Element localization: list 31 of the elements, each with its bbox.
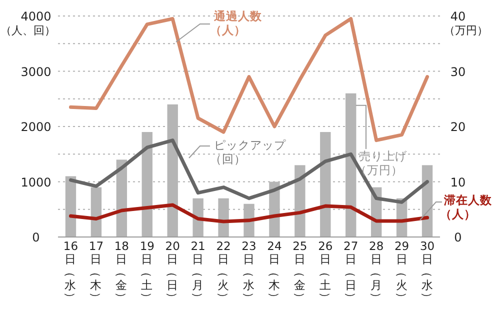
y2-tick-label: 30 xyxy=(450,64,466,79)
x-tick-label: 26日（土） xyxy=(318,239,333,304)
series-label: 売り上げ（万円） xyxy=(355,149,408,177)
y-tick-label: 2000 xyxy=(20,120,52,134)
y2-tick-label: 0 xyxy=(454,230,462,244)
x-tick-label: 16日（水） xyxy=(63,239,78,304)
y-tick-label: 3000 xyxy=(20,64,52,79)
x-tick-label: 23日（水） xyxy=(242,239,256,304)
x-tick-label: 28日（月） xyxy=(369,239,384,304)
y-tick-label: 0 xyxy=(32,230,40,244)
y-tick-label: 4000 xyxy=(20,10,52,24)
x-tick-label: 24日（木） xyxy=(267,239,282,304)
x-tick-label: 25日（金） xyxy=(292,239,308,304)
series-label: ピックアップ（回） xyxy=(210,138,287,166)
y-tick-label: 1000 xyxy=(20,175,52,190)
x-tick-label: 19日（土） xyxy=(140,239,154,304)
y2-tick-label: 20 xyxy=(450,120,466,134)
x-tick-label: 22日（火） xyxy=(216,239,231,304)
series-label: 滞在人数（人） xyxy=(440,193,493,221)
y2-tick-label: 10 xyxy=(450,175,466,190)
x-tick-label: 18日（金） xyxy=(114,239,129,304)
y2-axis-title: （万円） xyxy=(444,24,488,37)
x-tick-label: 27日（日） xyxy=(344,239,358,304)
x-tick-label: 20日（日） xyxy=(165,239,180,304)
text: 通過人数（人） xyxy=(210,9,263,37)
y2-tick-label: 40 xyxy=(450,10,466,24)
x-tick-label: 17日（木） xyxy=(88,239,104,304)
y-axis-title: （人、回） xyxy=(0,24,56,37)
x-tick-label: 29日（火） xyxy=(394,239,410,304)
x-tick-label: 21日（月） xyxy=(190,239,206,304)
x-tick-label: 30日（水） xyxy=(420,239,435,304)
